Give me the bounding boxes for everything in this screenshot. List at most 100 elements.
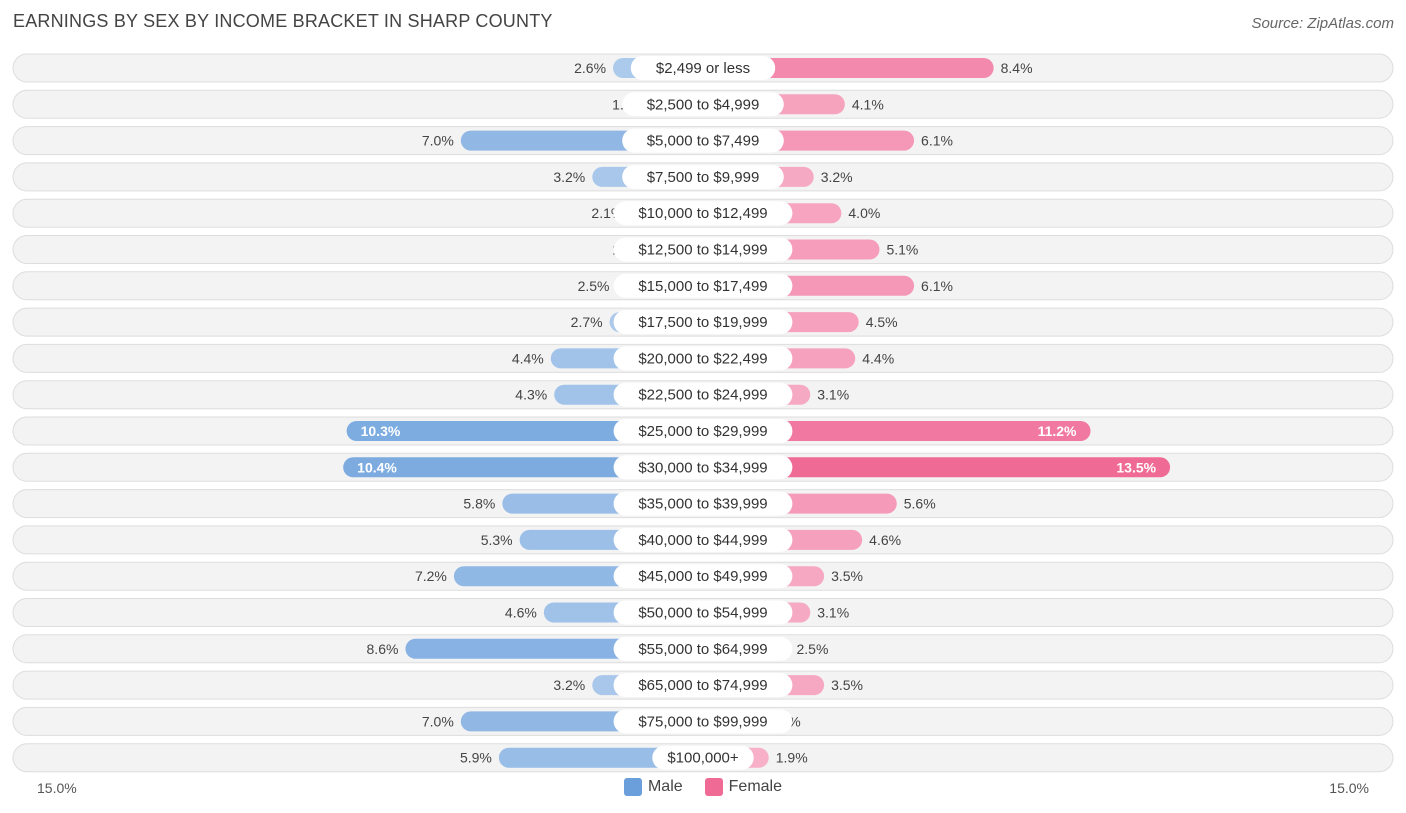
- chart-title: EARNINGS BY SEX BY INCOME BRACKET IN SHA…: [13, 11, 553, 31]
- value-label-female: 6.1%: [921, 278, 953, 294]
- category-label-background: [613, 346, 793, 371]
- value-label-female: 5.6%: [904, 496, 936, 512]
- category-label-background: [652, 745, 754, 770]
- row-17: 3.2% 3.5% $65,000 to $74,999: [12, 670, 1394, 700]
- row-12: 5.8% 5.6% $35,000 to $39,999: [12, 489, 1394, 519]
- row-7: 2.7% 4.5% $17,500 to $19,999: [12, 307, 1394, 337]
- row-13: 5.3% 4.6% $40,000 to $44,999: [12, 525, 1394, 555]
- category-label-background: [613, 527, 793, 552]
- value-label-male: 7.2%: [415, 568, 447, 584]
- bar-female[interactable]: [703, 457, 1171, 478]
- value-label-female: 3.5%: [831, 677, 863, 693]
- bar-male[interactable]: [343, 457, 703, 478]
- legend-label-female: Female: [728, 778, 783, 795]
- category-label: $25,000 to $29,999: [638, 423, 767, 440]
- category-label: $12,500 to $14,999: [638, 242, 767, 259]
- category-label-background: [622, 164, 784, 189]
- row-19: 5.9% 1.9% $100,000+: [12, 743, 1394, 773]
- row-10: 10.3% 11.2% $25,000 to $29,999: [12, 416, 1394, 446]
- chart-canvas: 2.6%8.4%$2,499 or less1.5%4.1%$2,500 to …: [12, 53, 1394, 773]
- bar-male[interactable]: [498, 747, 703, 768]
- category-label: $22,500 to $24,999: [638, 387, 767, 404]
- row-9: 4.3% 3.1% $22,500 to $24,999: [12, 380, 1394, 410]
- value-label-female: 13.5%: [1116, 459, 1156, 475]
- value-label-male: 4.3%: [515, 387, 547, 403]
- value-label-male: 5.9%: [460, 750, 492, 766]
- category-label-background: [613, 491, 793, 516]
- category-label: $50,000 to $54,999: [638, 605, 767, 622]
- category-label-background: [613, 237, 793, 262]
- value-label-female: 3.1%: [817, 605, 849, 621]
- row-1: 1.5%4.1%$2,500 to $4,999: [12, 89, 1394, 119]
- bar-male[interactable]: [346, 421, 703, 441]
- value-label-male: 2.6%: [574, 60, 606, 76]
- value-label-female: 3.1%: [817, 387, 849, 403]
- category-label-background: [613, 455, 793, 480]
- value-label-male: 2.5%: [578, 278, 610, 294]
- category-label: $65,000 to $74,999: [638, 677, 767, 694]
- category-label-background: [613, 600, 793, 625]
- value-label-male: 3.2%: [553, 677, 585, 693]
- category-label: $75,000 to $99,999: [638, 713, 767, 730]
- category-label-background: [613, 273, 793, 298]
- value-label-male: 2.7%: [571, 314, 603, 330]
- category-label: $7,500 to $9,999: [647, 169, 760, 186]
- value-label-male: 4.4%: [512, 350, 544, 366]
- row-8: 4.4% 4.4% $20,000 to $22,499: [12, 343, 1394, 373]
- legend-label-male: Male: [647, 778, 683, 795]
- bar-female[interactable]: [703, 421, 1091, 441]
- value-label-female: 4.0%: [848, 205, 880, 221]
- category-label: $20,000 to $22,499: [638, 350, 767, 367]
- row-6: 2.5% 6.1% $15,000 to $17,499: [12, 271, 1394, 301]
- axis-left-label: 15.0%: [37, 780, 77, 796]
- row-5: 1.5%5.1%$12,500 to $14,999: [12, 235, 1394, 264]
- bar-female[interactable]: [703, 58, 994, 78]
- category-label: $35,000 to $39,999: [638, 496, 767, 513]
- value-label-female: 4.5%: [866, 314, 898, 330]
- value-label-female: 3.2%: [821, 169, 853, 185]
- row-11: 10.4% 13.5% $30,000 to $34,999: [12, 452, 1394, 482]
- category-label-background: [613, 382, 793, 407]
- value-label-male: 7.0%: [422, 133, 454, 149]
- category-label: $17,500 to $19,999: [638, 314, 767, 331]
- category-label: $2,499 or less: [656, 60, 750, 77]
- category-label-background: [622, 92, 784, 117]
- category-label-background: [622, 128, 784, 153]
- category-label: $100,000+: [667, 750, 739, 767]
- category-label-background: [613, 201, 793, 226]
- category-label: $45,000 to $49,999: [638, 568, 767, 585]
- value-label-male: 5.8%: [463, 496, 495, 512]
- value-label-male: 10.4%: [357, 459, 397, 475]
- value-label-female: 4.6%: [869, 532, 901, 548]
- category-label: $30,000 to $34,999: [638, 459, 767, 476]
- legend-swatch-female: [704, 778, 723, 796]
- axis-right-label: 15.0%: [1329, 780, 1369, 796]
- value-label-male: 10.3%: [361, 423, 401, 439]
- chart-source: Source: ZipAtlas.com: [1251, 15, 1394, 32]
- category-label-background: [613, 310, 793, 335]
- row-14: 7.2% 3.5% $45,000 to $49,999: [12, 561, 1394, 591]
- category-label: $15,000 to $17,499: [638, 278, 767, 295]
- value-label-female: 5.1%: [886, 242, 918, 258]
- legend-swatch-male: [623, 778, 642, 796]
- category-label: $5,000 to $7,499: [647, 133, 760, 150]
- legend-item-male[interactable]: Male: [623, 778, 683, 796]
- value-label-female: 2.5%: [797, 641, 829, 657]
- value-label-male: 8.6%: [367, 641, 399, 657]
- value-label-female: 4.4%: [862, 350, 894, 366]
- category-label-background: [613, 709, 793, 734]
- legend: Male Female: [0, 778, 1406, 796]
- value-label-female: 11.2%: [1038, 423, 1077, 439]
- value-label-male: 4.6%: [505, 605, 537, 621]
- category-label-background: [613, 564, 793, 589]
- legend-item-female[interactable]: Female: [704, 778, 783, 796]
- category-label-background: [613, 673, 793, 698]
- row-18: 7.0%1.7%$75,000 to $99,999: [12, 706, 1394, 736]
- row-2: 7.0% 6.1% $5,000 to $7,499: [12, 126, 1394, 156]
- value-label-male: 7.0%: [422, 713, 454, 729]
- category-label-background: [613, 636, 793, 661]
- value-label-female: 4.1%: [852, 96, 884, 112]
- row-15: 4.6% 3.1% $50,000 to $54,999: [12, 598, 1394, 627]
- category-label: $10,000 to $12,499: [638, 205, 767, 222]
- value-label-male: 5.3%: [481, 532, 513, 548]
